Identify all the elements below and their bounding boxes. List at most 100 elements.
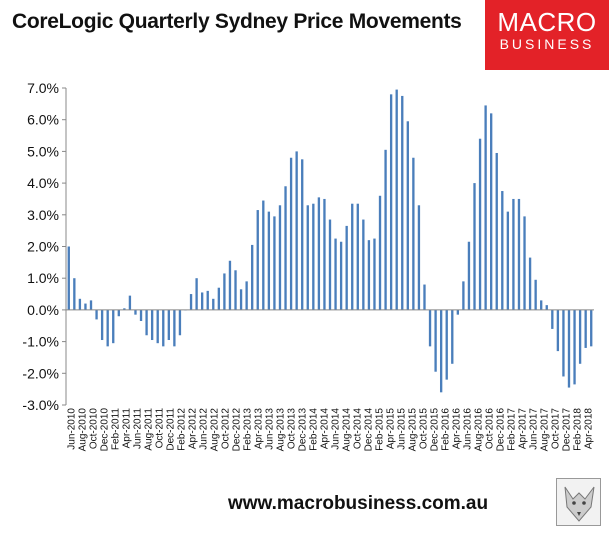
bar — [150, 309, 154, 341]
bar — [156, 309, 159, 344]
bar — [456, 309, 459, 315]
x-tick-label: Oct-2017 — [551, 408, 562, 450]
y-tick-label: -3.0% — [22, 397, 59, 413]
bar — [256, 210, 259, 310]
bar — [128, 295, 132, 310]
y-tick-label: 5.0% — [27, 143, 59, 159]
bar — [134, 309, 137, 315]
bar — [234, 270, 237, 310]
bar — [573, 309, 576, 385]
bar — [228, 260, 232, 310]
y-tick-label: 3.0% — [27, 207, 59, 223]
bar — [339, 241, 343, 310]
bar — [567, 309, 571, 388]
bar — [123, 308, 126, 310]
y-tick-label: -2.0% — [22, 365, 59, 381]
bar — [556, 309, 560, 352]
x-tick-label: Feb-2015 — [375, 408, 386, 451]
x-tick-label: Aug-2011 — [144, 408, 155, 451]
bar — [356, 203, 359, 310]
x-tick-label: Aug-2016 — [474, 408, 485, 452]
x-tick-label: Aug-2013 — [276, 408, 287, 452]
x-tick-label: Apr-2011 — [122, 408, 133, 449]
bar — [378, 195, 382, 310]
x-tick-label: Dec-2013 — [298, 408, 309, 452]
bar — [201, 292, 204, 310]
bar — [334, 238, 337, 310]
bar — [590, 309, 593, 347]
x-tick-label: Oct-2010 — [89, 408, 100, 450]
bar — [434, 309, 437, 372]
bar — [289, 157, 293, 310]
x-tick-label: Jun-2012 — [199, 408, 210, 450]
bar — [73, 278, 76, 310]
bar — [195, 278, 198, 310]
bar — [512, 198, 515, 310]
x-tick-label: Aug-2010 — [78, 408, 89, 452]
bar — [278, 205, 282, 310]
bar — [139, 309, 143, 321]
y-tick-label: -1.0% — [22, 334, 59, 350]
x-tick-label: Oct-2016 — [485, 408, 496, 450]
bar — [67, 246, 70, 310]
bar — [273, 216, 276, 310]
bar — [362, 219, 365, 310]
bar-chart: 7.0% 6.0% 5.0% 4.0% 3.0% 2.0% 1.0% 0.0% -1.0% -2.… — [22, 80, 595, 452]
bar — [251, 244, 254, 310]
x-tick-label: Oct-2014 — [353, 408, 364, 450]
bar — [490, 113, 493, 310]
bar — [484, 105, 487, 310]
x-tick-label: Dec-2017 — [562, 408, 573, 452]
bar — [367, 240, 371, 310]
x-tick-label: Jun-2014 — [331, 408, 342, 450]
bar — [473, 183, 476, 310]
bar — [239, 289, 243, 310]
bar — [106, 309, 109, 347]
bar — [84, 303, 87, 310]
bar — [423, 284, 426, 310]
chart-title: CoreLogic Quarterly Sydney Price Movemen… — [12, 10, 462, 33]
wolf-logo-icon — [556, 478, 601, 526]
bar — [562, 309, 565, 377]
bar — [517, 198, 521, 310]
x-tick-label: Apr-2014 — [320, 408, 331, 450]
bar — [206, 290, 209, 310]
bar — [545, 305, 548, 310]
bar — [523, 216, 526, 310]
y-tick-label: 4.0% — [27, 175, 59, 191]
x-tick-label: Jun-2016 — [463, 408, 474, 450]
bar — [439, 309, 443, 393]
bar — [401, 95, 404, 310]
bar — [389, 94, 393, 310]
bar — [478, 138, 482, 310]
y-tick-label: 6.0% — [27, 112, 59, 128]
y-tick-label: 2.0% — [27, 239, 59, 255]
x-tick-label: Dec-2014 — [364, 408, 375, 452]
x-tick-label: Feb-2013 — [243, 408, 254, 451]
x-tick-label: Feb-2016 — [441, 408, 452, 451]
bar — [301, 159, 304, 310]
bar — [428, 309, 432, 347]
footer-url: www.macrobusiness.com.au — [228, 493, 489, 514]
x-axis: Jun-2010 Aug-2010 Oct-2010 Dec-2010 Feb-2011… — [66, 309, 595, 452]
bar — [117, 309, 120, 317]
bar — [262, 200, 265, 310]
bar — [223, 273, 226, 310]
bar — [189, 294, 193, 310]
bar — [467, 241, 471, 310]
bars — [67, 89, 593, 393]
bar — [406, 121, 409, 310]
x-tick-label: Jun-2015 — [397, 408, 408, 450]
bar — [578, 309, 582, 364]
x-tick-label: Apr-2013 — [254, 408, 265, 450]
bar — [528, 257, 532, 310]
logo-line-macro: MACRO — [497, 7, 597, 37]
x-tick-label: Dec-2010 — [100, 408, 111, 452]
bar — [112, 309, 115, 344]
x-tick-label: Oct-2011 — [155, 408, 166, 449]
bar — [323, 198, 326, 310]
x-tick-label: Feb-2017 — [507, 408, 518, 451]
y-tick-label: 1.0% — [27, 270, 59, 286]
x-tick-label: Apr-2015 — [386, 408, 397, 450]
bar — [89, 300, 93, 310]
